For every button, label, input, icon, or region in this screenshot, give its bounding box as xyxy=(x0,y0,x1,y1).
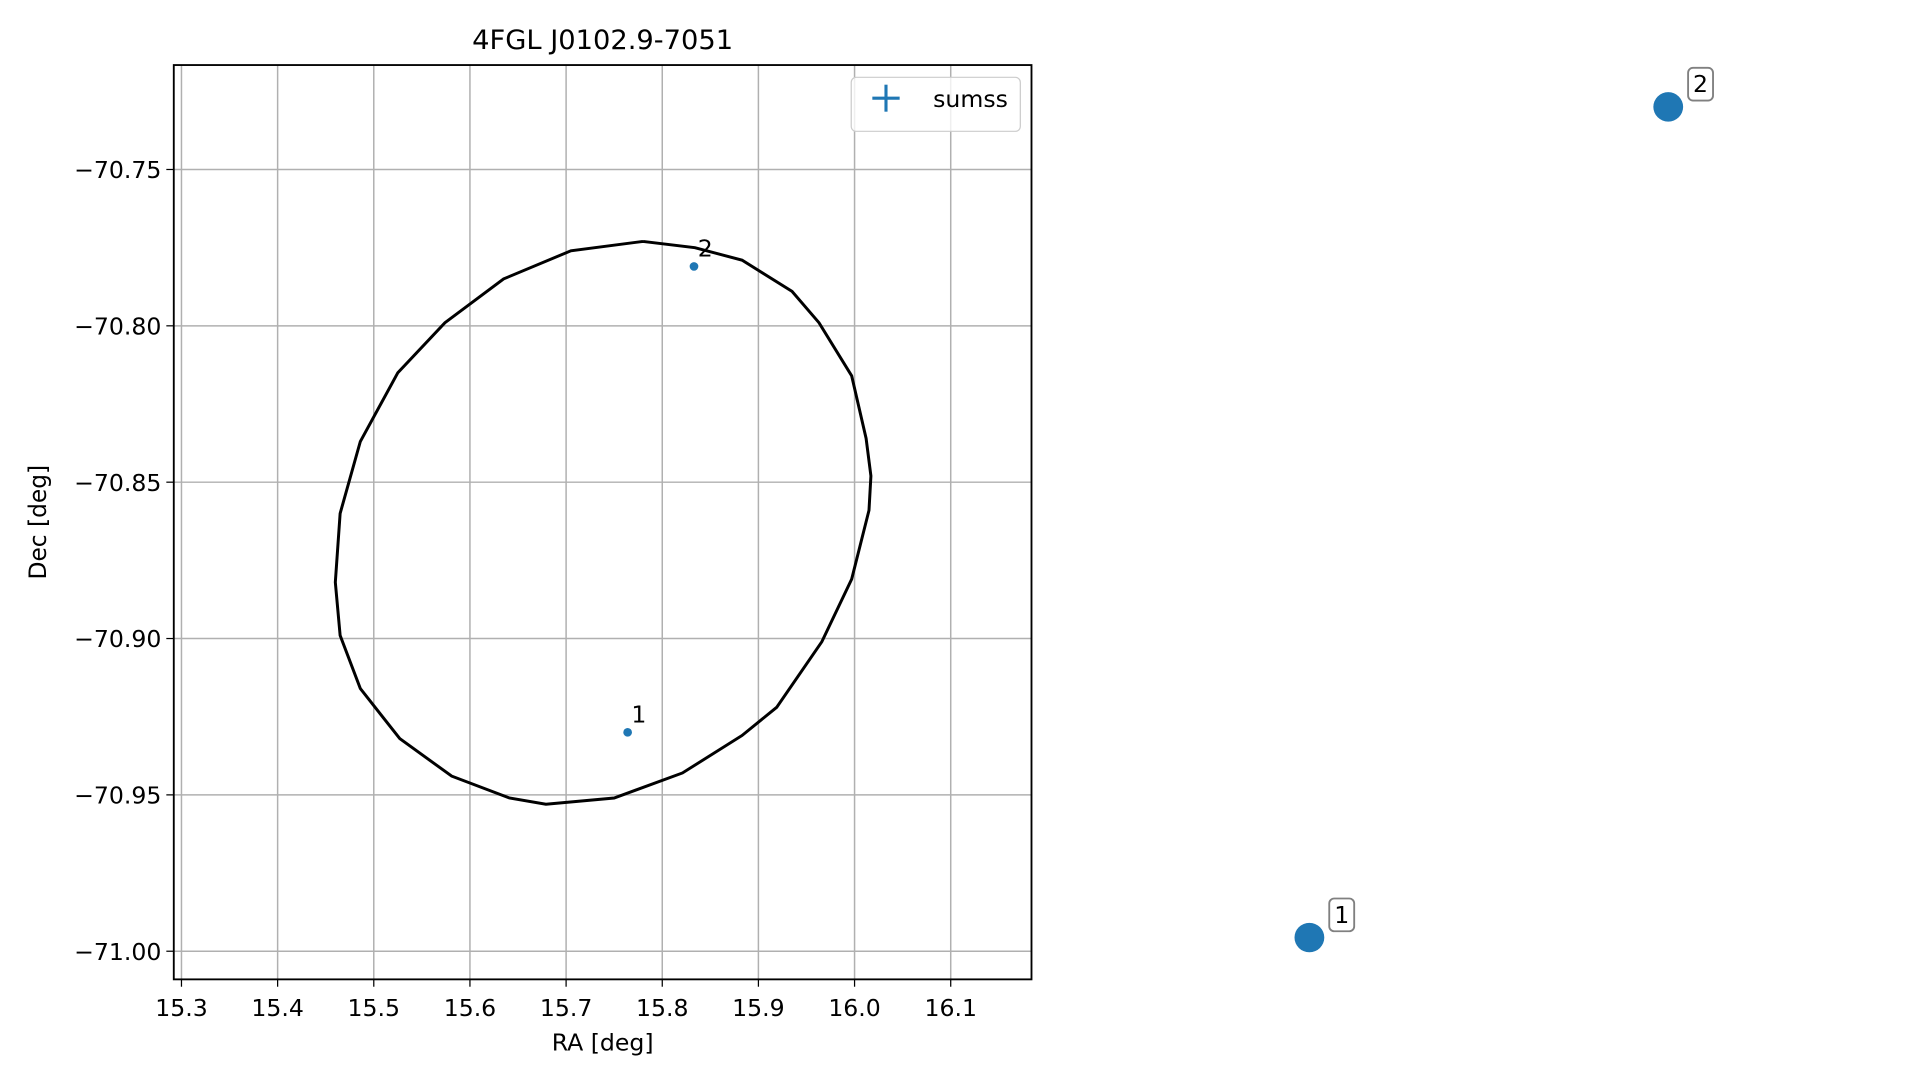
y-tick-label: −70.80 xyxy=(74,313,161,341)
legend-label: sumss xyxy=(933,85,1008,113)
legend-box xyxy=(850,76,1021,132)
x-tick-label: 15.6 xyxy=(444,994,496,1022)
point-label: 1 xyxy=(1334,901,1349,929)
y-tick-label: −71.00 xyxy=(74,938,161,966)
chart-title: 4FGL J0102.9-7051 xyxy=(472,25,733,56)
x-tick-label: 15.3 xyxy=(155,994,207,1022)
error-ellipse xyxy=(333,239,873,806)
x-tick-label: 15.5 xyxy=(348,994,400,1022)
y-tick-label: −70.85 xyxy=(74,469,161,497)
point-label-group: 1 xyxy=(1328,897,1356,933)
point-label-box xyxy=(1687,66,1714,102)
legend: sumss xyxy=(850,76,1021,132)
x-tick-label: 15.9 xyxy=(732,994,784,1022)
x-tick-label: 15.7 xyxy=(540,994,592,1022)
y-tick-label: −70.95 xyxy=(74,782,161,810)
point-label-box xyxy=(1328,897,1356,933)
x-tick-label: 15.8 xyxy=(636,994,688,1022)
y-axis-label: Dec [deg] xyxy=(24,465,52,580)
y-tick-label: −70.75 xyxy=(74,156,161,184)
data-point xyxy=(1294,922,1325,953)
point-label: 2 xyxy=(1693,70,1708,98)
y-tick-label: −70.90 xyxy=(74,625,161,653)
x-tick-label: 16.0 xyxy=(828,994,880,1022)
x-tick-label: 15.4 xyxy=(251,994,303,1022)
data-point xyxy=(689,262,699,271)
x-tick-label: 16.1 xyxy=(924,994,976,1022)
point-label-group: 2 xyxy=(1687,66,1714,102)
point-label: 1 xyxy=(631,701,646,729)
x-axis-label: RA [deg] xyxy=(552,1029,654,1057)
data-point xyxy=(623,728,632,737)
point-label: 2 xyxy=(698,235,713,263)
data-point xyxy=(1653,92,1684,122)
plot-frame xyxy=(172,64,1033,981)
